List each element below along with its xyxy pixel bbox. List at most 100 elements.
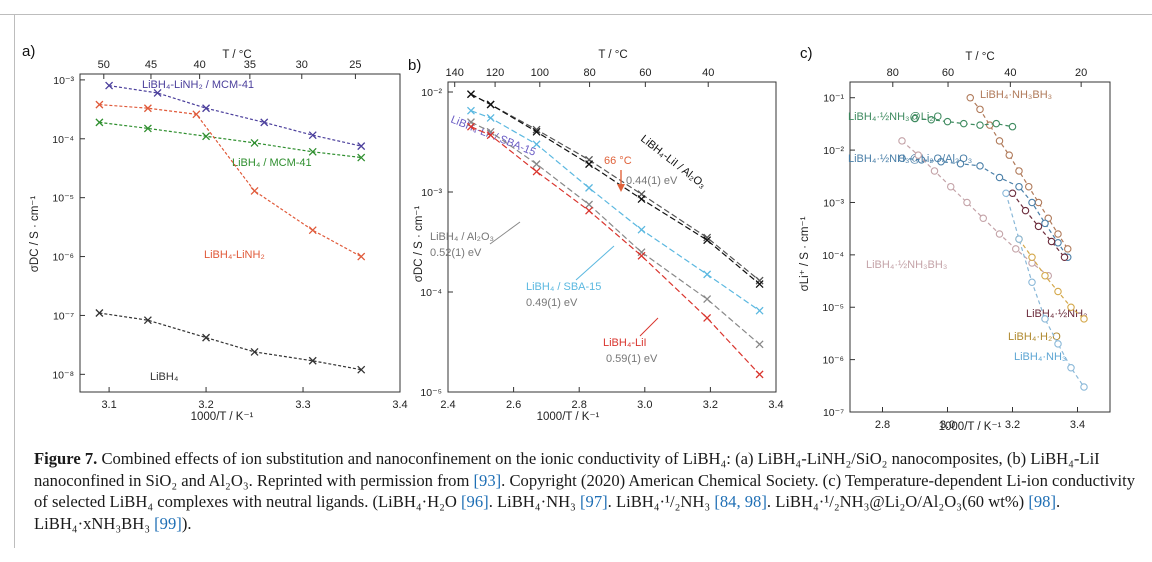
data-point — [1080, 383, 1088, 391]
data-point — [357, 252, 366, 261]
caption-text: Combined effects of ion substitution and… — [34, 449, 1100, 490]
series-line — [99, 312, 362, 371]
data-point — [976, 121, 984, 129]
data-point — [532, 140, 541, 149]
data-point — [250, 138, 259, 147]
caption-text: . LiBH₄·¹/₂NH₃@Li₂O/Al₂O₃(60 wt%) — [766, 492, 1029, 511]
data-point — [937, 157, 945, 166]
data-point — [1021, 206, 1030, 215]
y-tick-label: 10⁻³ — [53, 75, 74, 87]
reference-link[interactable]: [98] — [1028, 492, 1056, 511]
x-tick-label: 3.3 — [295, 399, 310, 411]
data-point — [1047, 237, 1056, 246]
top-tick-label: 35 — [244, 59, 256, 71]
plot-frame — [79, 73, 401, 393]
figure-frame-left — [14, 14, 15, 548]
data-point — [308, 226, 317, 235]
reference-link[interactable]: [97] — [580, 492, 608, 511]
reference-link[interactable]: [93] — [473, 470, 502, 490]
annotation-leader — [639, 317, 659, 337]
top-tick-label: 80 — [887, 67, 899, 79]
data-point — [992, 119, 1001, 128]
x-tick-label: 3.1 — [101, 399, 116, 411]
top-axis-title: T / °C — [598, 49, 627, 61]
data-point — [966, 93, 975, 102]
y-tick-label: 10⁻⁶ — [52, 252, 74, 264]
data-point — [755, 280, 764, 289]
data-point — [947, 182, 955, 191]
reference-link[interactable]: [84, 98] — [714, 492, 767, 511]
data-point — [703, 236, 712, 245]
x-axis-title: 1000/T / K⁻¹ — [191, 411, 254, 423]
chart-panel-a: 3.1 3.2 3.3 3.4 10⁻⁸ 10⁻⁷ 10⁻⁶ 10⁻⁵ 10⁻⁴ 10⁻³ 50 45… — [22, 44, 408, 424]
x-tick-label: 2.4 — [440, 399, 455, 411]
data-point — [357, 365, 366, 374]
y-tick-label: 10⁻² — [421, 87, 442, 99]
y-tick-label: 10⁻² — [823, 145, 844, 157]
annotation-arrow — [617, 184, 625, 192]
series-label: LiBH₄-LiI — [603, 337, 647, 349]
y-tick-label: 10⁻⁵ — [52, 193, 74, 205]
data-point — [1041, 271, 1049, 280]
data-point — [755, 370, 764, 379]
figure-caption: Figure 7. Combined effects of ion substi… — [34, 448, 1140, 534]
reference-link[interactable]: [99] — [154, 513, 182, 533]
x-tick-label: 3.0 — [637, 399, 652, 411]
top-tick-label: 140 — [446, 67, 464, 79]
data-point — [755, 340, 764, 349]
top-tick-label: 25 — [349, 59, 361, 71]
top-tick-label: 60 — [942, 67, 954, 79]
y-tick-label: 10⁻⁵ — [420, 387, 442, 399]
caption-text: . Copyright (2020) American Chemical Soc… — [34, 470, 1135, 512]
data-point — [1015, 182, 1023, 191]
series-line — [99, 104, 362, 258]
data-point — [143, 124, 152, 133]
reference-link[interactable]: [96] — [461, 492, 489, 511]
chart-b-svg: 2.4 2.6 2.8 3.0 3.2 3.4 10⁻⁵ 10⁻⁴ 10⁻³ 10⁻² 140 120… — [408, 49, 784, 423]
x-tick-label: 3.0 — [940, 419, 955, 431]
data-point — [250, 347, 259, 356]
data-point — [192, 110, 201, 119]
series-line — [99, 121, 362, 159]
data-point — [986, 121, 994, 129]
data-point — [467, 106, 475, 115]
series-label: LiBH₄ / SBA-15 — [526, 281, 601, 293]
plot-frame — [447, 81, 777, 393]
data-point — [1028, 198, 1036, 207]
data-point — [1060, 253, 1069, 262]
data-point — [357, 142, 366, 151]
x-tick-label: 2.8 — [572, 399, 587, 411]
top-tick-label: 120 — [486, 67, 504, 79]
series-line — [901, 140, 1049, 277]
annotation-leader — [575, 245, 615, 281]
data-point — [202, 104, 211, 113]
figure-frame-top — [0, 14, 1152, 15]
data-point — [153, 88, 162, 97]
data-point — [1044, 214, 1053, 222]
top-tick-label: 40 — [1004, 67, 1016, 79]
data-point — [202, 132, 211, 141]
data-point — [1012, 245, 1020, 253]
data-point — [1028, 253, 1036, 262]
data-point — [755, 276, 764, 285]
caption-text: . LiBH₄·¹/₂NH₃ — [607, 492, 715, 511]
data-point — [585, 160, 593, 169]
series-label: LiBH₄·NH₃BH₃ — [980, 89, 1052, 101]
data-point — [637, 195, 646, 204]
series-line — [470, 93, 760, 282]
data-point — [703, 295, 712, 304]
data-point — [585, 200, 593, 209]
series-line — [969, 97, 1069, 250]
series-line — [109, 85, 362, 147]
y-axis-title: σDC / S · cm⁻¹ — [413, 206, 425, 283]
data-point — [1034, 198, 1043, 207]
top-tick-label: 60 — [639, 67, 651, 79]
x-axis-title: 1000/T / K⁻¹ — [939, 421, 1002, 433]
series-label: LiBH₄·½NH₃ — [1026, 308, 1088, 320]
series-label: LiBH₄·H₂O — [1008, 331, 1061, 343]
top-axis-title: T / °C — [965, 51, 994, 63]
top-tick-label: 45 — [145, 59, 157, 71]
data-point — [1054, 287, 1062, 296]
data-point — [486, 100, 495, 109]
data-point — [308, 147, 317, 156]
